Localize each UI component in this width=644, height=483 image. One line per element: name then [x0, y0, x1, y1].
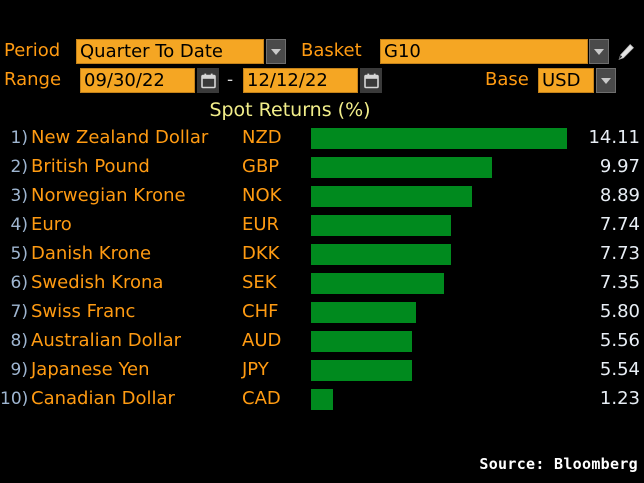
bar-track [311, 244, 571, 265]
period-dropdown-chevron-down-icon[interactable] [266, 39, 286, 64]
range-end-date-input[interactable]: 12/12/22 [243, 68, 358, 93]
currency-name: Euro [31, 214, 72, 235]
value-label: 8.89 [599, 185, 640, 206]
bar-track [311, 389, 571, 410]
row-rank: 8) [10, 331, 28, 351]
basket-input[interactable]: G10 [380, 39, 588, 64]
control-toolbar: Period Quarter To Date Basket G10 Range … [0, 38, 644, 96]
value-bar [311, 157, 492, 178]
range-label: Range [4, 69, 62, 90]
currency-name: Danish Krone [31, 243, 152, 264]
range-start-date-input[interactable]: 09/30/22 [80, 68, 195, 93]
table-row[interactable]: 2) British Pound GBP 9.97 [0, 153, 644, 182]
value-bar [311, 360, 412, 381]
row-rank: 2) [10, 157, 28, 177]
row-rank: 3) [10, 186, 28, 206]
value-label: 5.54 [599, 359, 640, 380]
basket-dropdown-chevron-down-icon[interactable] [589, 39, 609, 64]
value-bar [311, 273, 445, 294]
chevron-down-icon [271, 48, 281, 55]
value-label: 7.74 [599, 214, 640, 235]
value-label: 5.56 [599, 330, 640, 351]
row-rank: 4) [10, 215, 28, 235]
basket-label: Basket [301, 40, 362, 61]
table-row[interactable]: 10) Canadian Dollar CAD 1.23 [0, 385, 644, 414]
currency-name: New Zealand Dollar [31, 127, 209, 148]
currency-code: SEK [242, 272, 277, 293]
currency-code: CAD [242, 388, 281, 409]
table-row[interactable]: 6) Swedish Krona SEK 7.35 [0, 269, 644, 298]
currency-name: British Pound [31, 156, 150, 177]
currency-code: JPY [242, 359, 269, 380]
period-label: Period [4, 40, 61, 61]
toolbar-row-period: Period Quarter To Date Basket G10 [0, 38, 644, 67]
table-row[interactable]: 3) Norwegian Krone NOK 8.89 [0, 182, 644, 211]
bar-track [311, 186, 571, 207]
base-dropdown-chevron-down-icon[interactable] [596, 68, 616, 93]
currency-code: NOK [242, 185, 282, 206]
currency-name: Swiss Franc [31, 301, 136, 322]
value-bar [311, 215, 452, 236]
bar-track [311, 215, 571, 236]
value-bar [311, 302, 417, 323]
value-label: 9.97 [599, 156, 640, 177]
currency-code: EUR [242, 214, 280, 235]
bar-track [311, 128, 571, 149]
currency-code: NZD [242, 127, 282, 148]
table-row[interactable]: 1) New Zealand Dollar NZD 14.11 [0, 124, 644, 153]
value-label: 1.23 [599, 388, 640, 409]
table-row[interactable]: 4) Euro EUR 7.74 [0, 211, 644, 240]
row-rank: 1) [10, 128, 28, 148]
currency-code: DKK [242, 243, 280, 264]
currency-name: Swedish Krona [31, 272, 164, 293]
range-end-calendar-icon[interactable] [360, 68, 382, 93]
spot-returns-bar-list: 1) New Zealand Dollar NZD 14.11 2) British Po… [0, 124, 644, 414]
currency-name: Canadian Dollar [31, 388, 175, 409]
value-label: 7.73 [599, 243, 640, 264]
row-rank: 10) [0, 389, 29, 409]
table-row[interactable]: 9) Japanese Yen JPY 5.54 [0, 356, 644, 385]
period-input[interactable]: Quarter To Date [76, 39, 264, 64]
value-bar [311, 331, 412, 352]
value-bar [311, 389, 334, 410]
table-row[interactable]: 8) Australian Dollar AUD 5.56 [0, 327, 644, 356]
row-rank: 6) [10, 273, 28, 293]
range-start-calendar-icon[interactable] [197, 68, 219, 93]
source-attribution: Source: Bloomberg [479, 455, 638, 473]
row-rank: 9) [10, 360, 28, 380]
bar-track [311, 157, 571, 178]
bar-track [311, 302, 571, 323]
range-separator: - [227, 70, 234, 90]
currency-code: GBP [242, 156, 280, 177]
row-rank: 7) [10, 302, 28, 322]
value-label: 14.11 [588, 127, 640, 148]
value-bar [311, 186, 473, 207]
bar-track [311, 360, 571, 381]
toolbar-row-range: Range 09/30/22 - 12/12/22 [0, 67, 644, 96]
base-label: Base [485, 69, 529, 90]
value-bar [311, 128, 567, 149]
edit-basket-pencil-icon[interactable] [614, 40, 638, 64]
bar-track [311, 331, 571, 352]
bar-track [311, 273, 571, 294]
value-label: 7.35 [599, 272, 640, 293]
currency-code: AUD [242, 330, 282, 351]
currency-name: Norwegian Krone [31, 185, 186, 206]
row-rank: 5) [10, 244, 28, 264]
table-row[interactable]: 7) Swiss Franc CHF 5.80 [0, 298, 644, 327]
base-currency-input[interactable]: USD [538, 68, 594, 93]
currency-name: Japanese Yen [31, 359, 150, 380]
currency-code: CHF [242, 301, 279, 322]
value-bar [311, 244, 452, 265]
table-row[interactable]: 5) Danish Krone DKK 7.73 [0, 240, 644, 269]
chevron-down-icon [601, 77, 611, 84]
currency-name: Australian Dollar [31, 330, 182, 351]
chart-title: Spot Returns (%) [209, 99, 371, 121]
value-label: 5.80 [599, 301, 640, 322]
chevron-down-icon [594, 48, 604, 55]
